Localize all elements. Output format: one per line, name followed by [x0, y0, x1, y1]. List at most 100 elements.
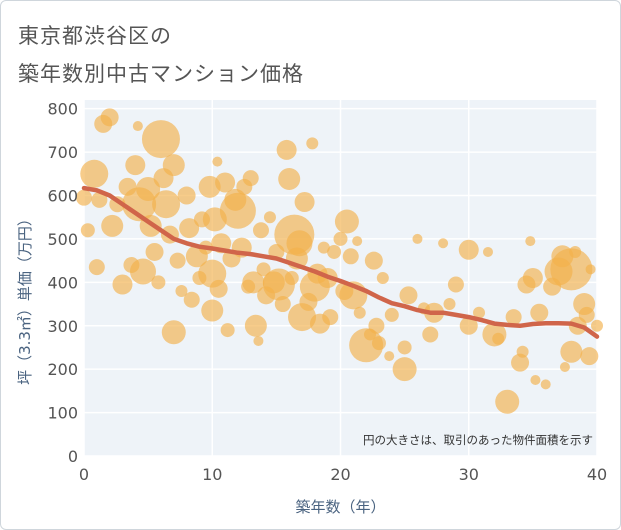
data-bubble — [458, 239, 479, 260]
data-bubble — [412, 233, 423, 244]
data-bubble — [162, 154, 185, 177]
data-bubble — [112, 274, 133, 295]
data-bubble — [76, 189, 92, 206]
y-tick-label: 0 — [68, 447, 78, 466]
data-bubble — [179, 218, 200, 239]
data-bubble — [209, 279, 228, 298]
data-bubble — [100, 108, 119, 127]
data-bubble — [253, 335, 264, 346]
data-bubble — [482, 246, 493, 257]
data-bubble — [183, 291, 200, 308]
data-bubble — [371, 336, 386, 351]
data-bubble — [352, 236, 363, 247]
y-tick-label: 100 — [47, 404, 78, 423]
data-bubble — [384, 307, 399, 322]
data-bubble — [522, 268, 543, 288]
x-tick-label: 20 — [330, 465, 350, 484]
data-bubble — [80, 159, 109, 188]
data-bubble — [569, 245, 582, 258]
tick-labels: 0 100 200 300 400 500 600 700 800 0 10 20 30 40 — [47, 100, 607, 484]
data-bubble — [252, 222, 269, 239]
y-tick-label: 600 — [47, 187, 78, 206]
data-bubble — [88, 259, 105, 276]
bubble-layer — [76, 108, 603, 414]
y-axis-label: 坪（3.3㎡）単価（万円） — [16, 211, 34, 385]
data-bubble — [443, 298, 456, 311]
data-bubble — [334, 209, 359, 234]
x-axis-label: 築年数（年） — [295, 498, 385, 516]
data-bubble — [516, 345, 529, 358]
data-bubble — [438, 238, 449, 249]
data-bubble — [244, 314, 267, 337]
data-bubble — [177, 186, 196, 205]
data-bubble — [175, 285, 188, 298]
data-bubble — [322, 309, 339, 326]
data-bubble — [353, 306, 366, 319]
data-bubble — [505, 309, 522, 326]
data-bubble — [580, 347, 599, 366]
data-bubble — [284, 271, 299, 285]
x-tick-label: 0 — [79, 465, 89, 484]
data-bubble — [125, 155, 146, 176]
data-bubble — [530, 375, 541, 386]
data-bubble — [578, 306, 595, 323]
data-bubble — [591, 319, 603, 332]
data-bubble — [201, 299, 224, 322]
data-bubble — [274, 296, 291, 313]
y-tick-label: 700 — [47, 143, 78, 162]
trend-line — [81, 185, 600, 339]
data-bubble — [530, 303, 549, 322]
data-bubble — [151, 275, 166, 290]
data-bubble — [447, 276, 464, 293]
data-bubble — [215, 172, 236, 193]
data-bubble — [384, 351, 395, 362]
data-bubble — [242, 271, 265, 294]
data-bubble — [212, 156, 223, 167]
data-bubble — [333, 231, 348, 246]
size-note: 円の大きさは、取引のあった物件面積を示す — [363, 433, 593, 447]
data-bubble — [286, 230, 313, 257]
data-bubble — [540, 379, 551, 390]
data-bubble — [263, 211, 276, 224]
data-bubble — [152, 190, 181, 219]
data-bubble — [585, 264, 596, 275]
data-bubble — [276, 139, 297, 160]
y-tick-label: 500 — [47, 230, 78, 249]
data-bubble — [495, 389, 520, 414]
chart-title-line1: 東京都渋谷区の — [18, 24, 172, 48]
x-tick-label: 10 — [202, 465, 222, 484]
data-bubble — [306, 137, 319, 150]
data-bubble — [473, 306, 486, 319]
y-tick-label: 800 — [47, 100, 78, 119]
data-bubble — [559, 362, 570, 372]
data-bubble — [550, 248, 593, 291]
data-bubble — [161, 320, 186, 345]
data-bubble — [80, 223, 95, 238]
data-bubble — [459, 316, 478, 335]
chart-title-line2: 築年数別中古マンション価格 — [18, 62, 304, 86]
data-bubble — [492, 332, 505, 345]
data-bubble — [101, 214, 124, 237]
data-bubble — [327, 244, 342, 259]
data-bubble — [242, 170, 259, 187]
data-bubble — [220, 323, 235, 338]
data-bubble — [376, 272, 389, 284]
x-tick-label: 40 — [587, 465, 607, 484]
data-bubble — [525, 236, 536, 247]
y-tick-label: 200 — [47, 360, 78, 379]
data-bubble — [397, 340, 412, 355]
data-bubble — [136, 177, 161, 201]
data-bubble — [169, 252, 186, 269]
data-bubble — [368, 317, 385, 334]
data-bubble — [560, 340, 583, 363]
y-tick-label: 300 — [47, 317, 78, 336]
data-bubble — [141, 120, 180, 159]
data-bubble — [145, 242, 164, 261]
data-bubble — [278, 168, 301, 191]
data-bubble — [511, 353, 530, 372]
data-bubble — [219, 192, 256, 229]
x-tick-label: 30 — [459, 465, 479, 484]
data-bubble — [256, 262, 271, 277]
data-bubble — [364, 251, 383, 270]
